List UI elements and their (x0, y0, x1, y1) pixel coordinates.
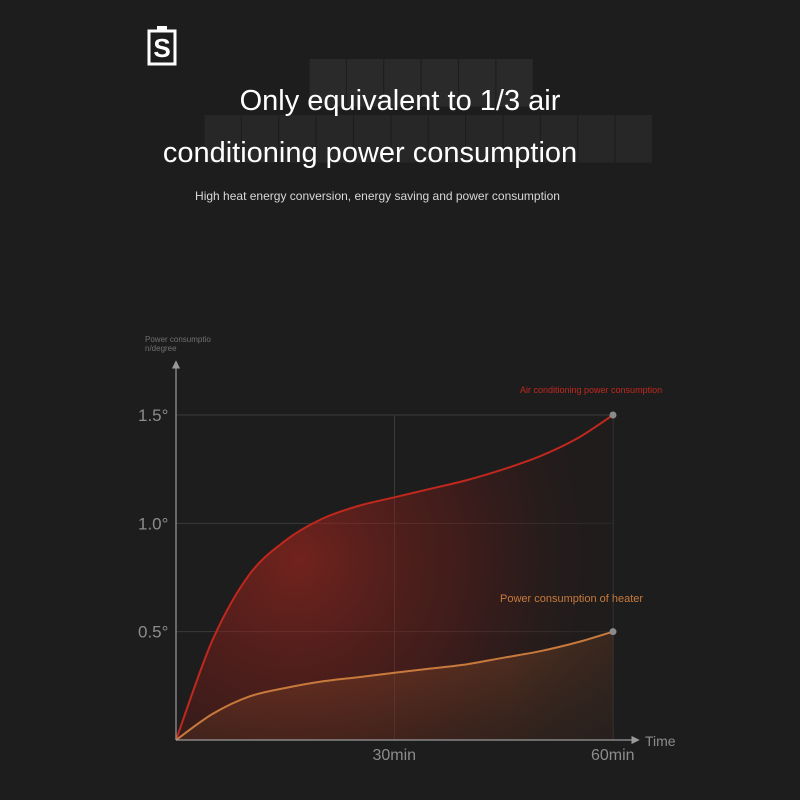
air-conditioning-line (175, 414, 614, 741)
y-axis-label: Power consumption/degree (145, 335, 211, 353)
air-conditioning-series-label: Air conditioning power consumption (520, 385, 662, 395)
x-tick-label: 60min (591, 747, 635, 764)
x-tick-label: 30min (373, 747, 417, 764)
x-axis-label: Time (645, 733, 676, 749)
y-tick-label: 1.0° (138, 514, 168, 533)
fade-overlay (176, 415, 613, 740)
y-tick-label: 1.5° (138, 406, 168, 425)
heater-series-label: Power consumption of heater (500, 593, 643, 605)
page-subtitle: High heat energy conversion, energy savi… (195, 189, 560, 203)
svg-text:S: S (153, 33, 170, 63)
background-watermark: ▇▇▇▇▇▇ (310, 53, 535, 105)
air-conditioning-end-point (609, 411, 617, 419)
page-title-line-2: conditioning power consumption (162, 137, 578, 169)
page-title-line-1: Only equivalent to 1/3 air (239, 85, 561, 117)
s-logo-icon: S (147, 26, 177, 66)
y-tick-label: 0.5° (138, 623, 168, 642)
heater-end-point (609, 628, 617, 636)
background-watermark: ▇▇▇▇▇▇▇▇▇▇▇▇ (205, 109, 654, 161)
power-consumption-chart: 0.5° 1.0° 1.5° 30min 60min Time Air conditioni… (138, 360, 676, 764)
heater-line (175, 630, 614, 741)
